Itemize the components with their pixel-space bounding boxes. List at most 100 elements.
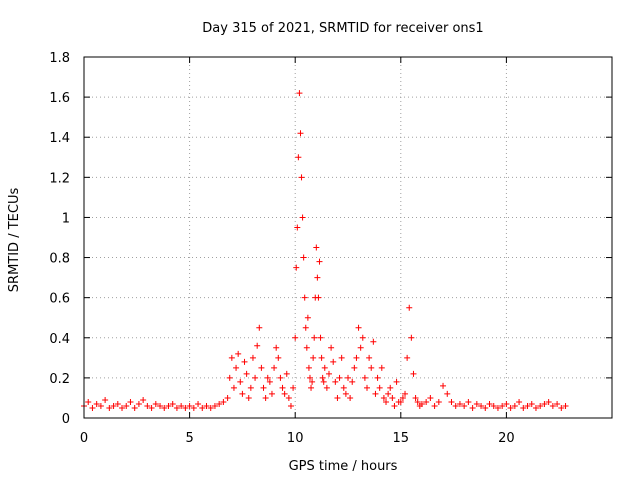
data-point xyxy=(287,402,294,409)
data-point xyxy=(296,90,303,97)
data-point xyxy=(252,374,259,381)
data-point xyxy=(503,400,510,407)
data-point xyxy=(355,324,362,331)
y-tick-label: 0.4 xyxy=(49,332,70,347)
data-point xyxy=(226,374,233,381)
data-point xyxy=(277,374,284,381)
data-point xyxy=(303,344,310,351)
data-point xyxy=(224,394,231,401)
data-point xyxy=(408,334,415,341)
data-point xyxy=(562,402,569,409)
data-point xyxy=(256,324,263,331)
data-point xyxy=(306,374,313,381)
data-point xyxy=(241,358,248,365)
data-point xyxy=(294,224,301,231)
data-point xyxy=(334,394,341,401)
data-point xyxy=(353,354,360,361)
data-point xyxy=(469,404,476,411)
data-point xyxy=(279,384,286,391)
data-point xyxy=(293,264,300,271)
data-point xyxy=(300,254,307,261)
data-point xyxy=(314,274,321,281)
data-point xyxy=(165,402,172,409)
data-point xyxy=(271,364,278,371)
x-tick-labels: 0 5 10 15 20 xyxy=(80,431,515,446)
data-point xyxy=(85,398,92,405)
data-point xyxy=(311,334,318,341)
y-tick-label: 0 xyxy=(62,412,70,427)
data-point xyxy=(465,398,472,405)
data-point xyxy=(558,404,565,411)
data-point xyxy=(157,402,164,409)
data-point xyxy=(182,404,189,411)
data-point xyxy=(299,214,306,221)
data-point xyxy=(370,338,377,345)
data-point xyxy=(368,364,375,371)
data-point xyxy=(304,314,311,321)
x-axis-label: GPS time / hours xyxy=(289,459,398,474)
data-point xyxy=(298,174,305,181)
data-point xyxy=(494,404,501,411)
data-point xyxy=(97,402,104,409)
x-tick-label: 5 xyxy=(185,431,193,446)
data-point xyxy=(330,358,337,365)
data-point xyxy=(397,398,404,405)
y-tick-label: 1.8 xyxy=(49,51,70,66)
data-point xyxy=(302,324,309,331)
data-point xyxy=(243,370,250,377)
data-point xyxy=(262,394,269,401)
data-point xyxy=(266,378,273,385)
data-point xyxy=(532,404,539,411)
data-point xyxy=(478,402,485,409)
data-point xyxy=(297,130,304,137)
data-point xyxy=(347,394,354,401)
data-point xyxy=(148,404,155,411)
data-point xyxy=(456,400,463,407)
data-point xyxy=(385,390,392,397)
chart-title: Day 315 of 2021, SRMTID for receiver ons… xyxy=(202,21,483,36)
data-point xyxy=(431,402,438,409)
data-point xyxy=(233,364,240,371)
y-tick-labels: 0 0.2 0.4 0.6 0.8 1 1.2 1.4 1.6 1.8 xyxy=(49,51,70,427)
data-point xyxy=(319,374,326,381)
data-point xyxy=(545,398,552,405)
data-point xyxy=(216,400,223,407)
data-point xyxy=(281,390,288,397)
data-point xyxy=(440,382,447,389)
data-point xyxy=(410,370,417,377)
data-point xyxy=(520,404,527,411)
data-point xyxy=(292,334,299,341)
data-point xyxy=(351,364,358,371)
x-tick-label: 10 xyxy=(287,431,304,446)
data-point xyxy=(186,402,193,409)
data-point xyxy=(161,404,168,411)
data-point xyxy=(106,404,113,411)
data-point xyxy=(237,378,244,385)
data-point xyxy=(359,334,366,341)
data-point xyxy=(406,304,413,311)
data-point xyxy=(135,400,142,407)
data-point xyxy=(199,404,206,411)
data-point xyxy=(345,374,351,381)
data-point xyxy=(169,400,176,407)
data-point xyxy=(152,400,159,407)
data-point xyxy=(119,404,126,411)
data-point xyxy=(389,394,396,401)
data-point xyxy=(127,398,134,405)
data-point xyxy=(230,384,237,391)
data-point xyxy=(414,398,421,405)
data-point xyxy=(393,378,400,385)
data-point xyxy=(399,394,406,401)
data-point xyxy=(317,334,324,341)
plot-frame xyxy=(83,56,613,419)
data-point xyxy=(309,378,316,385)
data-point xyxy=(528,400,535,407)
data-point xyxy=(313,244,320,251)
y-axis-label: SRMTID / TECUs xyxy=(7,188,22,293)
data-point xyxy=(499,402,506,409)
data-point xyxy=(549,402,556,409)
data-point xyxy=(372,390,379,397)
data-point xyxy=(325,370,332,377)
data-point xyxy=(524,402,531,409)
